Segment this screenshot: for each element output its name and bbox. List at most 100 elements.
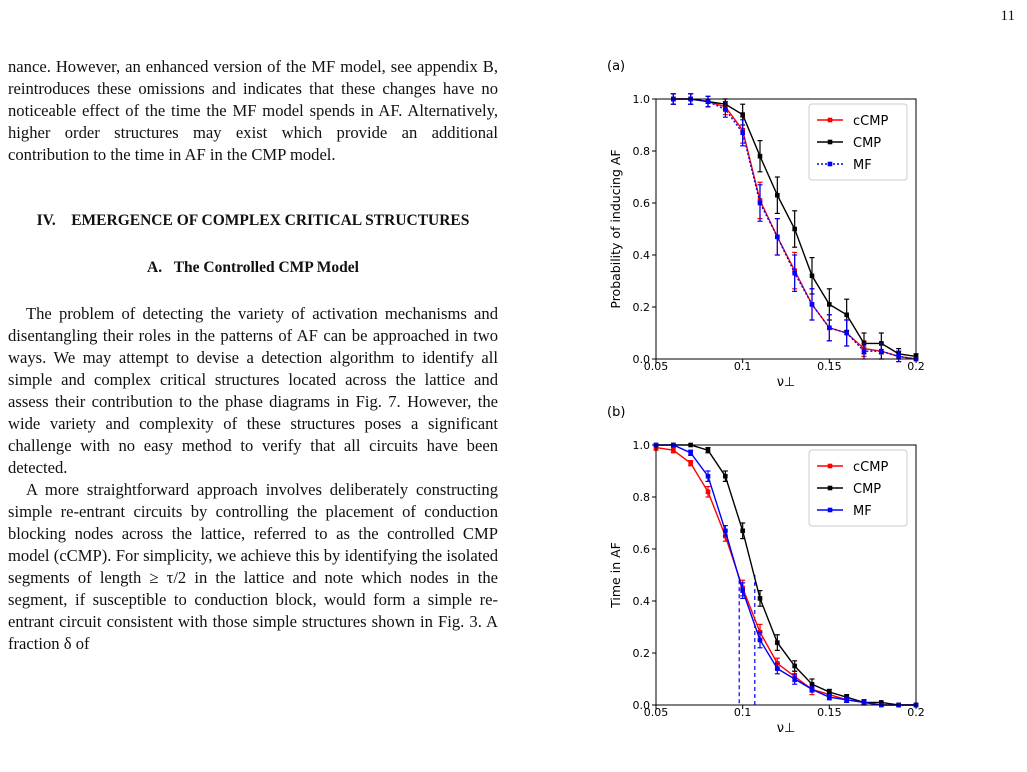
data-point bbox=[792, 270, 797, 276]
y-axis-label: Probability of inducing AF bbox=[608, 149, 623, 308]
data-point bbox=[844, 330, 849, 336]
section-number: IV. bbox=[36, 212, 56, 229]
panel-label: (b) bbox=[607, 405, 625, 420]
data-point bbox=[705, 473, 711, 479]
data-point bbox=[705, 447, 711, 453]
legend-entry: CMP bbox=[853, 136, 881, 151]
legend-entry: CMP bbox=[853, 482, 881, 497]
legend-box bbox=[808, 449, 908, 527]
data-point bbox=[879, 348, 884, 354]
body-paragraph-1: The problem of detecting the variety of … bbox=[8, 304, 498, 477]
data-point bbox=[740, 130, 745, 136]
legend-entry: cCMP bbox=[853, 114, 888, 129]
data-point bbox=[896, 354, 901, 359]
data-point bbox=[827, 689, 832, 695]
chart-b: (b) 0.05 0.1 0.15 0.2 0.0 0.2 0.4 0.6 0.8 1.0 ν⊥ Tim… bbox=[607, 405, 925, 736]
section-title: EMERGENCE OF COMPLEX CRITICAL STRUCTURES bbox=[71, 212, 470, 229]
y-tick-label: 1.0 bbox=[633, 93, 651, 106]
text-column: nance. However, an enhanced version of t… bbox=[8, 56, 498, 655]
data-point bbox=[671, 447, 676, 453]
figure-panel-a: (a) 0.05 0.1 0.15 0.2 0.0 0.2 0.4 0.6 0.8 1.0 ν⊥ Pro… bbox=[600, 52, 1027, 412]
figure-panel-b: (b) 0.05 0.1 0.15 0.2 0.0 0.2 0.4 0.6 0.8 1.0 ν⊥ Tim… bbox=[600, 398, 1027, 758]
legend-entry: MF bbox=[853, 158, 872, 173]
data-point bbox=[740, 112, 745, 117]
x-tick-label: 0.1 bbox=[734, 360, 752, 373]
data-point bbox=[827, 302, 832, 307]
y-tick-label: 0.8 bbox=[633, 145, 651, 158]
x-axis-label: ν⊥ bbox=[777, 375, 796, 390]
legend-swatch-marker bbox=[827, 485, 833, 491]
x-tick-label: 0.1 bbox=[734, 706, 752, 719]
data-point bbox=[827, 325, 832, 331]
legend-swatch-marker bbox=[827, 507, 833, 513]
plot-frame bbox=[655, 98, 917, 360]
page-number: 11 bbox=[1000, 8, 1015, 24]
data-point bbox=[775, 192, 780, 198]
data-point bbox=[757, 596, 763, 601]
y-tick-label: 0.4 bbox=[633, 595, 651, 608]
data-point bbox=[775, 640, 780, 645]
body-paragraph-2: A more straightforward approach involves… bbox=[8, 480, 498, 653]
data-point bbox=[705, 489, 711, 495]
x-tick-label: 0.2 bbox=[907, 706, 925, 719]
section-heading: IV. EMERGENCE OF COMPLEX CRITICAL STRUCT… bbox=[8, 210, 498, 231]
data-point bbox=[844, 312, 849, 318]
x-tick-label: 0.2 bbox=[907, 360, 925, 373]
x-tick-label: 0.05 bbox=[644, 360, 669, 373]
y-tick-label: 0.0 bbox=[633, 699, 651, 712]
data-point bbox=[705, 99, 711, 104]
data-point bbox=[740, 588, 745, 593]
y-tick-label: 0.6 bbox=[633, 543, 651, 556]
data-point bbox=[775, 234, 780, 240]
series-line-cmp bbox=[656, 444, 916, 706]
panel-label: (a) bbox=[607, 59, 625, 74]
legend-entry: cCMP bbox=[853, 460, 888, 475]
legend-swatch-marker bbox=[827, 139, 833, 145]
legend-swatch-marker bbox=[827, 161, 833, 167]
data-point bbox=[757, 200, 763, 206]
data-point bbox=[879, 700, 884, 705]
data-point bbox=[688, 450, 693, 456]
data-point bbox=[757, 153, 763, 159]
y-tick-label: 0.8 bbox=[633, 491, 651, 504]
data-point bbox=[775, 666, 780, 671]
data-point bbox=[723, 107, 728, 112]
x-axis-label: ν⊥ bbox=[777, 721, 796, 736]
data-point bbox=[809, 302, 815, 307]
y-tick-label: 0.6 bbox=[633, 197, 651, 210]
y-tick-label: 0.2 bbox=[633, 301, 651, 314]
data-point bbox=[861, 700, 867, 705]
legend-box bbox=[808, 103, 908, 181]
chart-a: (a) 0.05 0.1 0.15 0.2 0.0 0.2 0.4 0.6 0.8 1.0 ν⊥ Pro… bbox=[607, 59, 925, 390]
subsection-heading: A. The Controlled CMP Model bbox=[8, 257, 498, 279]
series-line-mf bbox=[656, 444, 916, 706]
paragraph-continued: nance. However, an enhanced version of t… bbox=[8, 57, 498, 164]
data-point bbox=[723, 473, 728, 479]
data-point bbox=[809, 687, 815, 692]
subsection-title: The Controlled CMP Model bbox=[173, 259, 359, 276]
data-point bbox=[827, 694, 832, 700]
legend-swatch-marker bbox=[827, 463, 833, 469]
data-point bbox=[844, 697, 849, 703]
data-point bbox=[740, 528, 745, 534]
x-tick-label: 0.15 bbox=[817, 706, 842, 719]
data-point bbox=[809, 681, 815, 687]
y-tick-label: 0.0 bbox=[633, 353, 651, 366]
data-point bbox=[861, 348, 867, 354]
legend-swatch-marker bbox=[827, 117, 833, 123]
legend-entry: MF bbox=[853, 504, 872, 519]
x-tick-label: 0.05 bbox=[644, 706, 669, 719]
data-point bbox=[809, 273, 815, 279]
y-tick-label: 0.2 bbox=[633, 647, 651, 660]
subsection-label: A. bbox=[147, 259, 163, 276]
plot-frame bbox=[655, 444, 917, 706]
x-tick-label: 0.15 bbox=[817, 360, 842, 373]
data-point bbox=[792, 663, 797, 669]
y-axis-label: Time in AF bbox=[608, 542, 623, 609]
data-point bbox=[792, 226, 797, 232]
y-tick-label: 0.4 bbox=[633, 249, 651, 262]
y-tick-label: 1.0 bbox=[633, 439, 651, 452]
data-point bbox=[688, 460, 693, 466]
data-point bbox=[723, 528, 728, 534]
data-point bbox=[792, 676, 797, 682]
